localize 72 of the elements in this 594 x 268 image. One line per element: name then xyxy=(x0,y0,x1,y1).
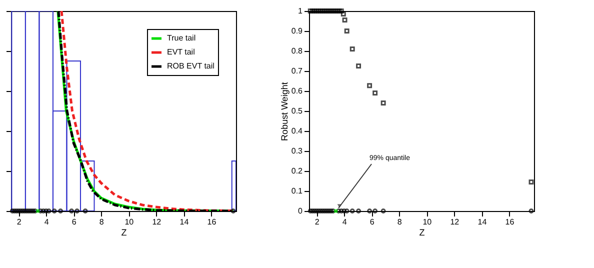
legend-label: True tail xyxy=(167,34,196,42)
point xyxy=(332,8,338,14)
y-tick-label: 0.5 xyxy=(291,106,304,116)
point xyxy=(324,208,330,214)
point xyxy=(322,208,328,214)
point xyxy=(334,8,340,14)
point xyxy=(350,208,355,214)
point xyxy=(336,8,342,14)
x-tick-label: 16 xyxy=(207,218,217,226)
x-tick-label: 10 xyxy=(422,218,432,226)
x-tick-label: 12 xyxy=(152,218,162,226)
y-tick-label: 0.7 xyxy=(291,66,304,76)
point xyxy=(318,208,324,214)
legend-label: ROB EVT tail xyxy=(167,62,215,70)
point xyxy=(350,46,355,52)
point xyxy=(528,208,534,214)
x-tick-label: 12 xyxy=(450,218,460,226)
point xyxy=(312,8,317,14)
point xyxy=(338,208,344,214)
point xyxy=(328,8,334,14)
point xyxy=(380,100,386,106)
point xyxy=(342,18,348,22)
y-tick-label: 0.4 xyxy=(291,126,304,136)
point xyxy=(356,208,362,214)
point xyxy=(310,8,315,14)
x-tick-label: 2 xyxy=(314,218,320,226)
x-tick-label: 14 xyxy=(478,218,488,226)
point xyxy=(320,8,326,14)
y-tick-label: 0.2 xyxy=(291,166,304,176)
point xyxy=(344,208,350,214)
point xyxy=(324,8,330,14)
x-tick-label: 8 xyxy=(99,218,104,226)
point xyxy=(326,208,332,214)
point xyxy=(308,8,313,14)
point xyxy=(367,208,372,214)
y-tick-label: 0 xyxy=(298,206,304,216)
point xyxy=(328,208,334,214)
legend-label: EVT tail xyxy=(167,48,196,56)
x-tick-label: 6 xyxy=(370,218,375,226)
x-tick-label: 4 xyxy=(342,218,348,226)
point xyxy=(318,8,324,14)
point xyxy=(326,8,332,14)
x-tick-label: 8 xyxy=(397,218,402,226)
x-axis-title: Z xyxy=(419,228,426,238)
point xyxy=(367,83,372,88)
point xyxy=(344,28,350,34)
point xyxy=(340,12,346,16)
y-tick-label: 0.1 xyxy=(291,186,304,196)
y-tick-label: 1 xyxy=(298,6,304,16)
point xyxy=(322,8,328,14)
point xyxy=(528,180,534,184)
y-tick-label: 0.3 xyxy=(291,146,304,156)
point xyxy=(372,90,378,96)
x-axis-title: Z xyxy=(121,228,128,238)
y-tick-label: 0.8 xyxy=(291,46,304,56)
point xyxy=(336,208,342,214)
point xyxy=(338,8,344,14)
point xyxy=(314,8,320,14)
y-axis-title: Robust Weight xyxy=(279,82,290,141)
x-tick-label: 14 xyxy=(180,218,190,226)
point xyxy=(356,64,362,68)
x-tick-label: 16 xyxy=(505,218,515,226)
x-tick-label: 10 xyxy=(124,218,134,226)
y-tick-label: 0.9 xyxy=(291,26,304,36)
point xyxy=(316,8,322,14)
point xyxy=(330,8,336,14)
y-tick-label: 0.6 xyxy=(291,86,304,96)
x-tick-label: 4 xyxy=(44,218,50,226)
x-tick-label: 2 xyxy=(16,218,22,226)
point xyxy=(380,208,386,214)
x-tick-label: 6 xyxy=(72,218,77,226)
point xyxy=(372,208,378,214)
